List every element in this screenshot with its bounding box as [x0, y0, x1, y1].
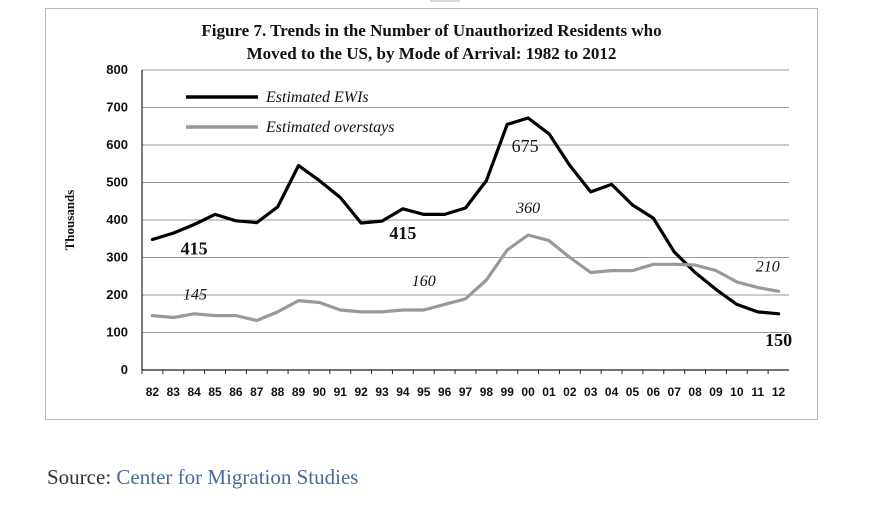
x-tick-label: 96	[438, 385, 452, 399]
x-tick-label: 01	[542, 385, 556, 399]
data-label: 210	[756, 259, 780, 276]
x-tick-label: 02	[563, 385, 577, 399]
source-prefix: Source:	[47, 465, 112, 489]
x-tick-label: 90	[313, 385, 327, 399]
y-tick-label: 300	[106, 250, 128, 265]
x-tick-label: 10	[730, 385, 744, 399]
x-tick-label: 11	[751, 385, 764, 399]
y-tick-label: 800	[106, 62, 128, 77]
x-tick-label: 09	[709, 385, 723, 399]
x-tick-label: 95	[417, 385, 431, 399]
data-label: 160	[412, 273, 436, 290]
legend-label: Estimated overstays	[265, 119, 394, 136]
chart-title-line-2: Moved to the US, by Mode of Arrival: 198…	[246, 44, 617, 63]
y-tick-label: 0	[121, 362, 128, 377]
x-tick-label: 92	[354, 385, 368, 399]
x-tick-label: 87	[250, 385, 264, 399]
y-tick-label: 600	[106, 137, 128, 152]
data-label: 415	[389, 223, 416, 243]
x-tick-label: 94	[396, 385, 410, 399]
x-tick-label: 98	[480, 385, 494, 399]
x-tick-label: 03	[584, 385, 598, 399]
top-divider	[430, 0, 460, 2]
x-tick-label: 99	[501, 385, 515, 399]
y-axis-title: Thousands	[62, 190, 77, 251]
y-tick-label: 100	[106, 325, 128, 340]
y-tick-label: 400	[106, 212, 128, 227]
x-tick-label: 06	[647, 385, 661, 399]
figure-frame: Figure 7. Trends in the Number of Unauth…	[45, 8, 818, 420]
x-tick-label: 82	[146, 385, 160, 399]
y-tick-label: 500	[106, 175, 128, 190]
x-tick-label: 88	[271, 385, 285, 399]
legend-label: Estimated EWIs	[265, 89, 369, 106]
x-tick-label: 83	[167, 385, 181, 399]
x-tick-label: 04	[605, 385, 619, 399]
x-tick-label: 93	[375, 385, 389, 399]
series-line-ewis	[150, 116, 781, 316]
x-tick-label: 12	[772, 385, 786, 399]
series-line-overstays	[150, 233, 781, 323]
x-tick-label: 00	[521, 385, 535, 399]
x-tick-label: 85	[208, 385, 222, 399]
data-label: 675	[512, 136, 539, 156]
source-credit: Source: Center for Migration Studies	[47, 465, 358, 490]
x-tick-label: 05	[626, 385, 640, 399]
data-label: 145	[183, 287, 207, 304]
x-tick-label: 86	[229, 385, 243, 399]
x-tick-label: 97	[459, 385, 473, 399]
data-label: 150	[765, 330, 792, 350]
x-tick-label: 07	[668, 385, 682, 399]
data-label: 415	[181, 239, 208, 259]
x-tick-label: 91	[334, 385, 348, 399]
chart-title-line-1: Figure 7. Trends in the Number of Unauth…	[201, 21, 662, 40]
data-label: 360	[515, 200, 540, 217]
x-tick-label: 84	[187, 385, 201, 399]
source-link[interactable]: Center for Migration Studies	[116, 465, 359, 489]
y-tick-label: 200	[106, 287, 128, 302]
y-tick-label: 700	[106, 100, 128, 115]
x-tick-label: 89	[292, 385, 306, 399]
x-tick-label: 08	[688, 385, 702, 399]
